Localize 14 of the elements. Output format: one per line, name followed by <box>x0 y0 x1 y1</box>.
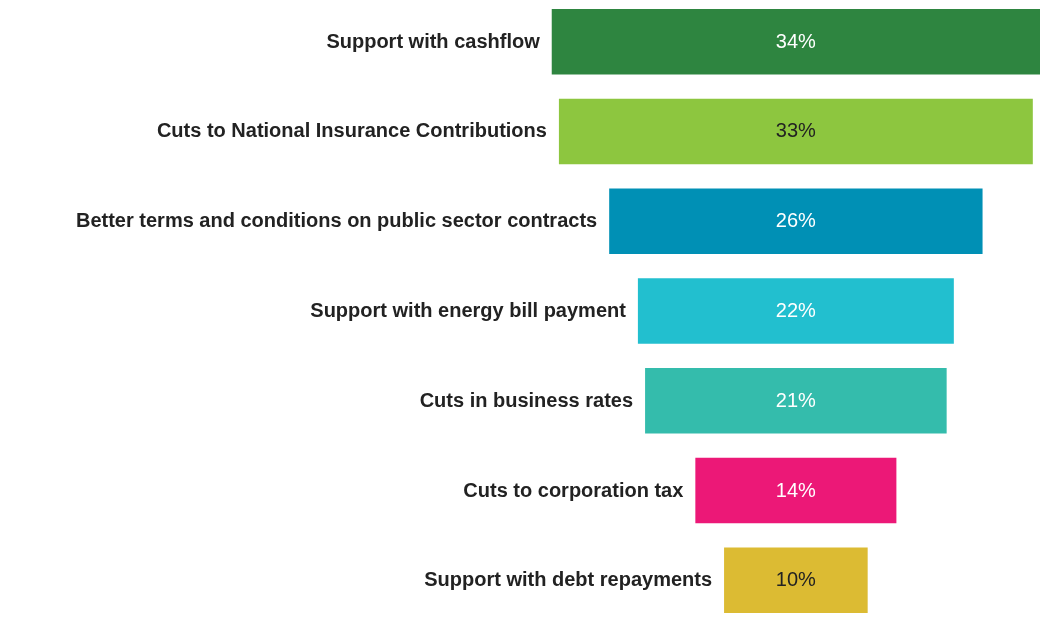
category-label: Support with energy bill payment <box>310 299 627 321</box>
category-label: Cuts to corporation tax <box>463 478 684 501</box>
category-label: Support with debt repayments <box>424 568 713 591</box>
data-label: 21% <box>775 388 817 411</box>
category-label: Support with cashflow <box>326 29 541 52</box>
category-label: Cuts to National Insurance Contributions <box>156 119 547 142</box>
data-label: 34% <box>775 29 817 52</box>
data-label: 10% <box>775 568 817 591</box>
data-label: 33% <box>775 119 817 142</box>
data-label: 26% <box>775 209 817 232</box>
data-label: 22% <box>775 299 817 321</box>
category-label: Cuts in business rates <box>419 388 634 411</box>
data-label: 14% <box>775 478 817 501</box>
category-label: Better terms and conditions on public sector contracts <box>75 209 598 232</box>
